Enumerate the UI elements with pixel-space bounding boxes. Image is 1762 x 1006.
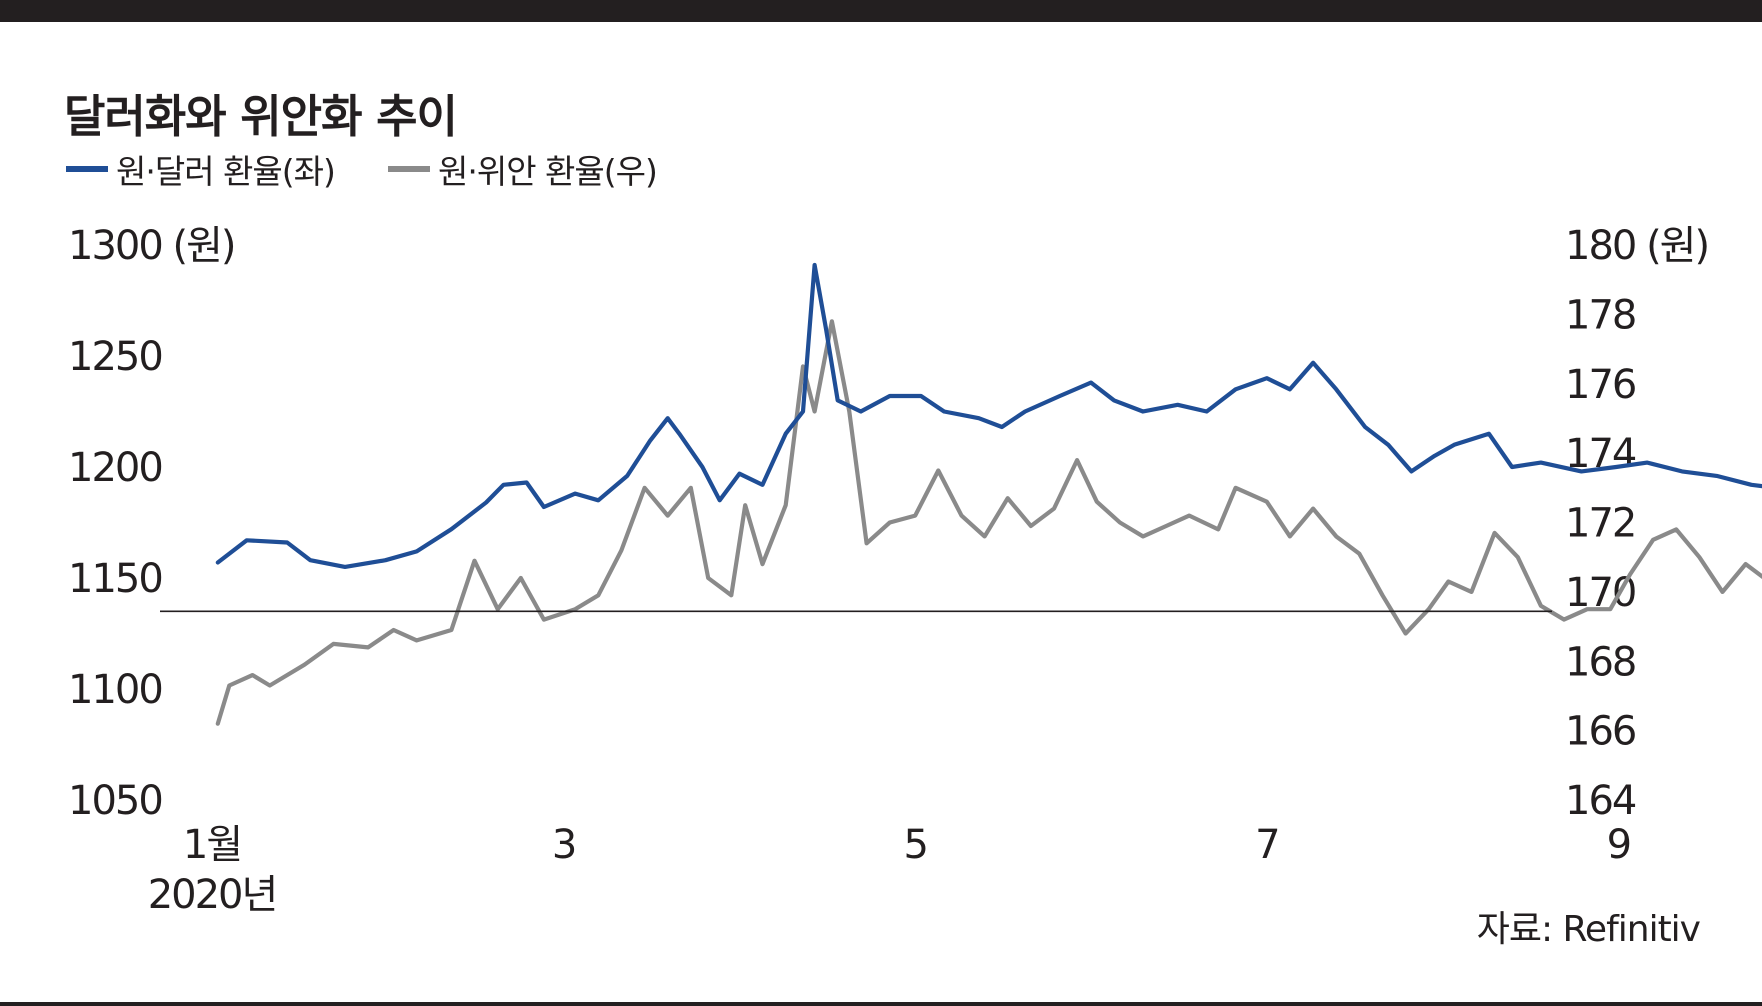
legend-label-cny-krw: 원·위안 환율(우) <box>438 152 658 191</box>
bottom-border-rule <box>0 1002 1762 1006</box>
y-left-tick-label: 1150 <box>68 556 162 602</box>
x-tick-year-label: 2020년 <box>148 872 277 918</box>
x-axis-ticks: 1월2020년357911120213 <box>148 822 1632 918</box>
top-border-bar <box>0 0 1762 22</box>
y-right-tick-label: 168 <box>1565 639 1635 685</box>
y-right-tick-label: 180 (원) <box>1565 223 1708 269</box>
y-left-tick-label: 1250 <box>68 334 162 380</box>
legend-item-cny-krw: 원·위안 환율(우) <box>388 148 658 191</box>
chart-title: 달러화와 위안화 추이 <box>64 90 458 143</box>
y-right-tick-label: 164 <box>1565 778 1636 824</box>
source-note: 자료: Refinitiv <box>1476 909 1701 950</box>
series-line-cny-krw <box>215 319 1762 726</box>
legend-swatch-usd-krw <box>66 166 108 172</box>
legend-label-usd-krw: 원·달러 환율(좌) <box>116 152 336 191</box>
series-line-usd-krw <box>215 262 1762 570</box>
y-right-tick-label: 176 <box>1565 362 1635 408</box>
y-right-tick-label: 166 <box>1565 709 1635 755</box>
y-axis-left-ticks: 1050 1100 1150 1200 1250 1300 (원) <box>68 223 237 824</box>
x-tick-label: 9 <box>1607 822 1630 868</box>
y-left-tick-label: 1100 <box>68 667 162 713</box>
y-right-tick-label: 178 <box>1565 292 1635 338</box>
series-layer <box>215 262 1762 726</box>
legend-item-usd-krw: 원·달러 환율(좌) <box>66 148 336 191</box>
x-tick-label: 7 <box>1255 822 1278 868</box>
y-left-tick-label: 1300 (원) <box>68 223 235 269</box>
legend-swatch-cny-krw <box>388 166 430 172</box>
x-tick-label: 3 <box>552 822 575 868</box>
y-left-tick-label: 1050 <box>68 778 162 824</box>
x-tick-label: 5 <box>903 822 926 868</box>
x-tick-label: 1월 <box>183 822 241 868</box>
y-left-tick-label: 1200 <box>68 445 162 491</box>
y-right-tick-label: 172 <box>1565 501 1635 547</box>
